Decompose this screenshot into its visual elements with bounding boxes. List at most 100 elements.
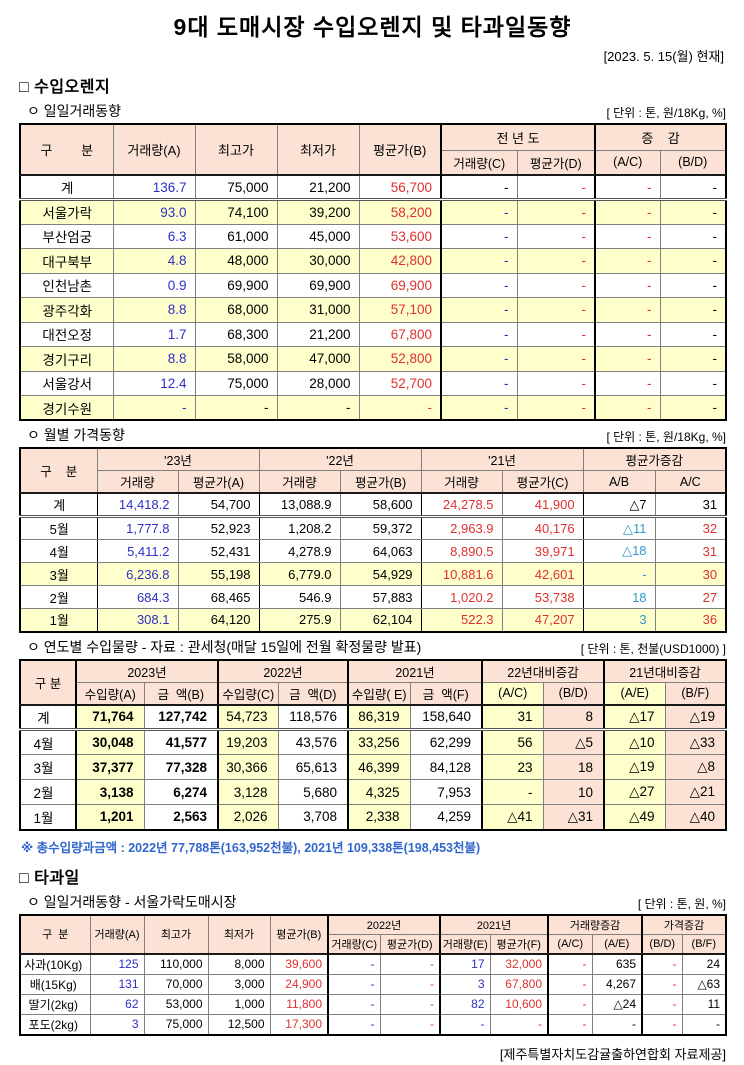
cell: 53,600 (358, 223, 442, 249)
cell: 6,274 (143, 779, 219, 805)
col-group-2021: 2021년 (347, 659, 483, 683)
cell: 13,088.9 (258, 492, 341, 518)
cell: △31 (542, 804, 605, 830)
cell: 3,138 (75, 779, 145, 805)
cell: 4,259 (409, 804, 483, 830)
cell: - (440, 248, 518, 274)
row-label: 배(15Kg) (19, 973, 91, 995)
cell: - (547, 1013, 593, 1035)
cell: △63 (681, 973, 727, 995)
date-note: [2023. 5. 15(월) 현재] (603, 49, 724, 64)
col-header-avg-c: 평균가(C) (501, 470, 584, 494)
page-title: 9대 도매시장 수입오렌지 및 타과일동향 (173, 14, 572, 40)
table-row: 대전오정 1.7 68,300 21,200 67,800- - - - (19, 321, 727, 347)
cell: 14,418.2 (96, 492, 179, 518)
cell: 41,900 (501, 492, 584, 518)
cell: 65,613 (277, 754, 349, 780)
cell: 4,278.9 (258, 539, 341, 563)
cell: 62,104 (339, 608, 422, 632)
cell: 6,779.0 (258, 562, 341, 586)
table-row: 부산엄궁 6.3 61,000 45,000 53,600- - - - (19, 223, 727, 249)
row-label: 계 (19, 492, 98, 518)
fruit-subheader-row: ㅇ 일일거래동향 - 서울가락도매시장 [ 단위 : 톤, 원, %] (19, 892, 726, 912)
cell: 68,300 (194, 321, 278, 347)
cell: 42,601 (501, 562, 584, 586)
fruit-subtitle: ㅇ 일일거래동향 - 서울가락도매시장 (27, 893, 237, 910)
table-row: 계 14,418.2 54,700 13,088.9 58,600 24,278.5 41,… (19, 492, 727, 518)
cell: 24,278.5 (420, 492, 503, 518)
col-header-low: 최저가 (276, 123, 360, 176)
cell: 2,026 (217, 804, 279, 830)
col-header-ae: (A/E) (591, 933, 644, 955)
monthly-table-header: 구 분 '23년 '22년 '21년 평균가증감 거래량 평균가(A) 거래량 … (19, 447, 727, 494)
cell: △40 (664, 804, 727, 830)
cell: 17,300 (269, 1013, 329, 1035)
cell: - (379, 1013, 441, 1035)
table-row: 서울강서 12.4 75,000 28,000 52,700- - - - (19, 370, 727, 396)
cell: 0.9 (112, 272, 196, 298)
cell: 74,100 (194, 199, 278, 225)
cell: - (440, 346, 518, 372)
cell: - (516, 223, 597, 249)
cell: 54,700 (177, 492, 260, 518)
cell: - (659, 174, 727, 201)
col-group-y22: '22년 (258, 447, 422, 471)
col-header-avg-b: 평균가(B) (269, 914, 329, 954)
cell: 6.3 (112, 223, 196, 249)
cell: △19 (664, 703, 727, 731)
cell: 8,890.5 (420, 539, 503, 563)
row-label: 경기수원 (19, 395, 114, 421)
cell: - (440, 370, 518, 396)
cell: 1.7 (112, 321, 196, 347)
col-header-avg-d: 평균가(D) (516, 149, 597, 176)
row-label: 계 (19, 703, 77, 731)
cell: 3,000 (207, 973, 271, 995)
cell: - (659, 272, 727, 298)
col-header-ae: (A/E) (603, 681, 666, 706)
cell: 31,000 (276, 297, 360, 323)
cell: 11,800 (269, 993, 329, 1015)
cell: - (481, 779, 544, 805)
cell: △10 (603, 729, 666, 755)
table-row: 3월 6,236.8 55,198 6,779.0 54,929 10,881.6 42,6… (19, 562, 727, 586)
cell: 3 (582, 608, 656, 632)
col-header-imp-c: 수입량(C) (217, 681, 279, 706)
cell: 24,900 (269, 973, 329, 995)
cell: - (516, 272, 597, 298)
cell: - (440, 321, 518, 347)
data-provider-note: [제주특별자치도감귤출하연합회 자료제공] (499, 1046, 726, 1062)
cell: 47,000 (276, 346, 360, 372)
cell: △27 (603, 779, 666, 805)
cell: 45,000 (276, 223, 360, 249)
col-group-2023: 2023년 (75, 659, 219, 683)
yearly-table-body: 계 71,764 127,742 54,723 118,576 86,319 158,640… (19, 703, 727, 830)
cell: 7,953 (409, 779, 483, 805)
cell: 36 (654, 608, 727, 632)
col-header-avg-f: 평균가(F) (489, 933, 549, 955)
cell: 8.8 (112, 346, 196, 372)
cell: - (594, 321, 661, 347)
cell: 62 (89, 993, 145, 1015)
cell: 30 (654, 562, 727, 586)
monthly-subheader-row: ㅇ 월별 가격동향 [ 단위 : 톤, 원/18Kg, %] (19, 425, 726, 445)
col-header-qty-23: 거래량 (96, 470, 179, 494)
cell: 3,128 (217, 779, 279, 805)
cell: 3 (89, 1013, 145, 1035)
cell: 308.1 (96, 608, 179, 632)
cell: 1,020.2 (420, 585, 503, 609)
col-header-avg-d: 평균가(D) (379, 933, 441, 955)
cell: △49 (603, 804, 666, 830)
col-header-imp-a: 수입량(A) (75, 681, 145, 706)
cell: △5 (542, 729, 605, 755)
cell: 18 (542, 754, 605, 780)
cell: 31 (481, 703, 544, 731)
cell: - (112, 395, 196, 421)
daily-subheader-row: ㅇ 일일거래동향 [ 단위 : 톤, 원/18Kg, %] (19, 101, 726, 121)
cell: 118,576 (277, 703, 349, 731)
cell: - (659, 370, 727, 396)
cell: - (641, 1013, 683, 1035)
cell: 86,319 (347, 703, 411, 731)
row-label: 계 (19, 174, 114, 201)
cell: - (439, 1013, 491, 1035)
cell: 12.4 (112, 370, 196, 396)
